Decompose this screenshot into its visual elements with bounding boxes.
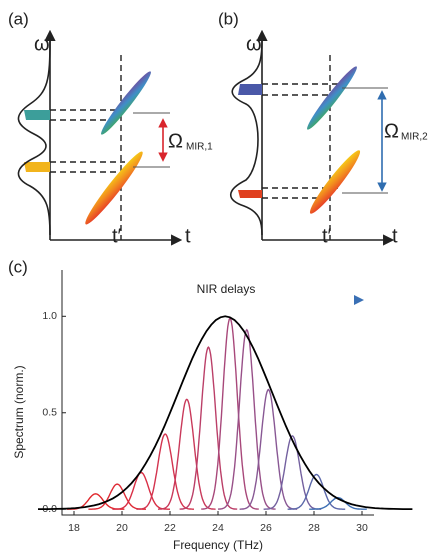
y-axis-title: Spectrum (norm.) [12, 365, 26, 458]
x-tick-label: 26 [260, 522, 272, 534]
x-tick-label: 30 [356, 522, 368, 534]
x-axis-label: t [392, 225, 398, 247]
x-tick-label: 20 [116, 522, 128, 534]
panel-b: (b) ω t t′ Ω MIR,2 [218, 9, 428, 247]
y-axis-label: ω [246, 33, 262, 55]
spectrum-peak [263, 435, 322, 510]
y-axis-label: ω [34, 33, 50, 55]
marker-label: t′ [322, 225, 332, 247]
spectrum-peak [112, 471, 170, 510]
panel-label: (a) [8, 9, 29, 28]
spectrum-peak [38, 315, 413, 510]
panel-a: (a) ω t t′ Ω MIR,1 [8, 9, 213, 247]
spectrum-peak [88, 483, 146, 510]
spectrum-peak [136, 433, 194, 510]
spectrum-peak [158, 398, 216, 510]
x-tick-label: 24 [212, 522, 224, 534]
spectrum-peak [239, 388, 298, 510]
plot: 18 20 22 24 26 28 300.00.51.0 [38, 270, 413, 534]
spectrum-peak [287, 473, 346, 510]
axis [61, 270, 374, 516]
y-tick-label: 0.5 [42, 407, 57, 419]
x-axis-title: Frequency (THz) [173, 538, 263, 552]
annotation: NIR delays [197, 282, 256, 296]
x-axis-label: t [185, 225, 191, 247]
spectrum-peak [309, 496, 367, 510]
panel-label: (b) [218, 9, 239, 28]
y-tick-label: 1.0 [42, 310, 57, 322]
x-tick-label: 22 [164, 522, 176, 534]
omega-sub: MIR,1 [186, 142, 213, 153]
spectrum-peak [179, 346, 238, 510]
omega: Ω [384, 120, 399, 142]
omega-sub: MIR,2 [401, 132, 428, 143]
panel-label: (c) [8, 257, 28, 276]
marker-label: t′ [112, 225, 122, 247]
x-tick-label: 28 [308, 522, 320, 534]
x-tick-label: 18 [68, 522, 80, 534]
omega: Ω [168, 130, 183, 152]
spectrum-peak [217, 328, 276, 510]
